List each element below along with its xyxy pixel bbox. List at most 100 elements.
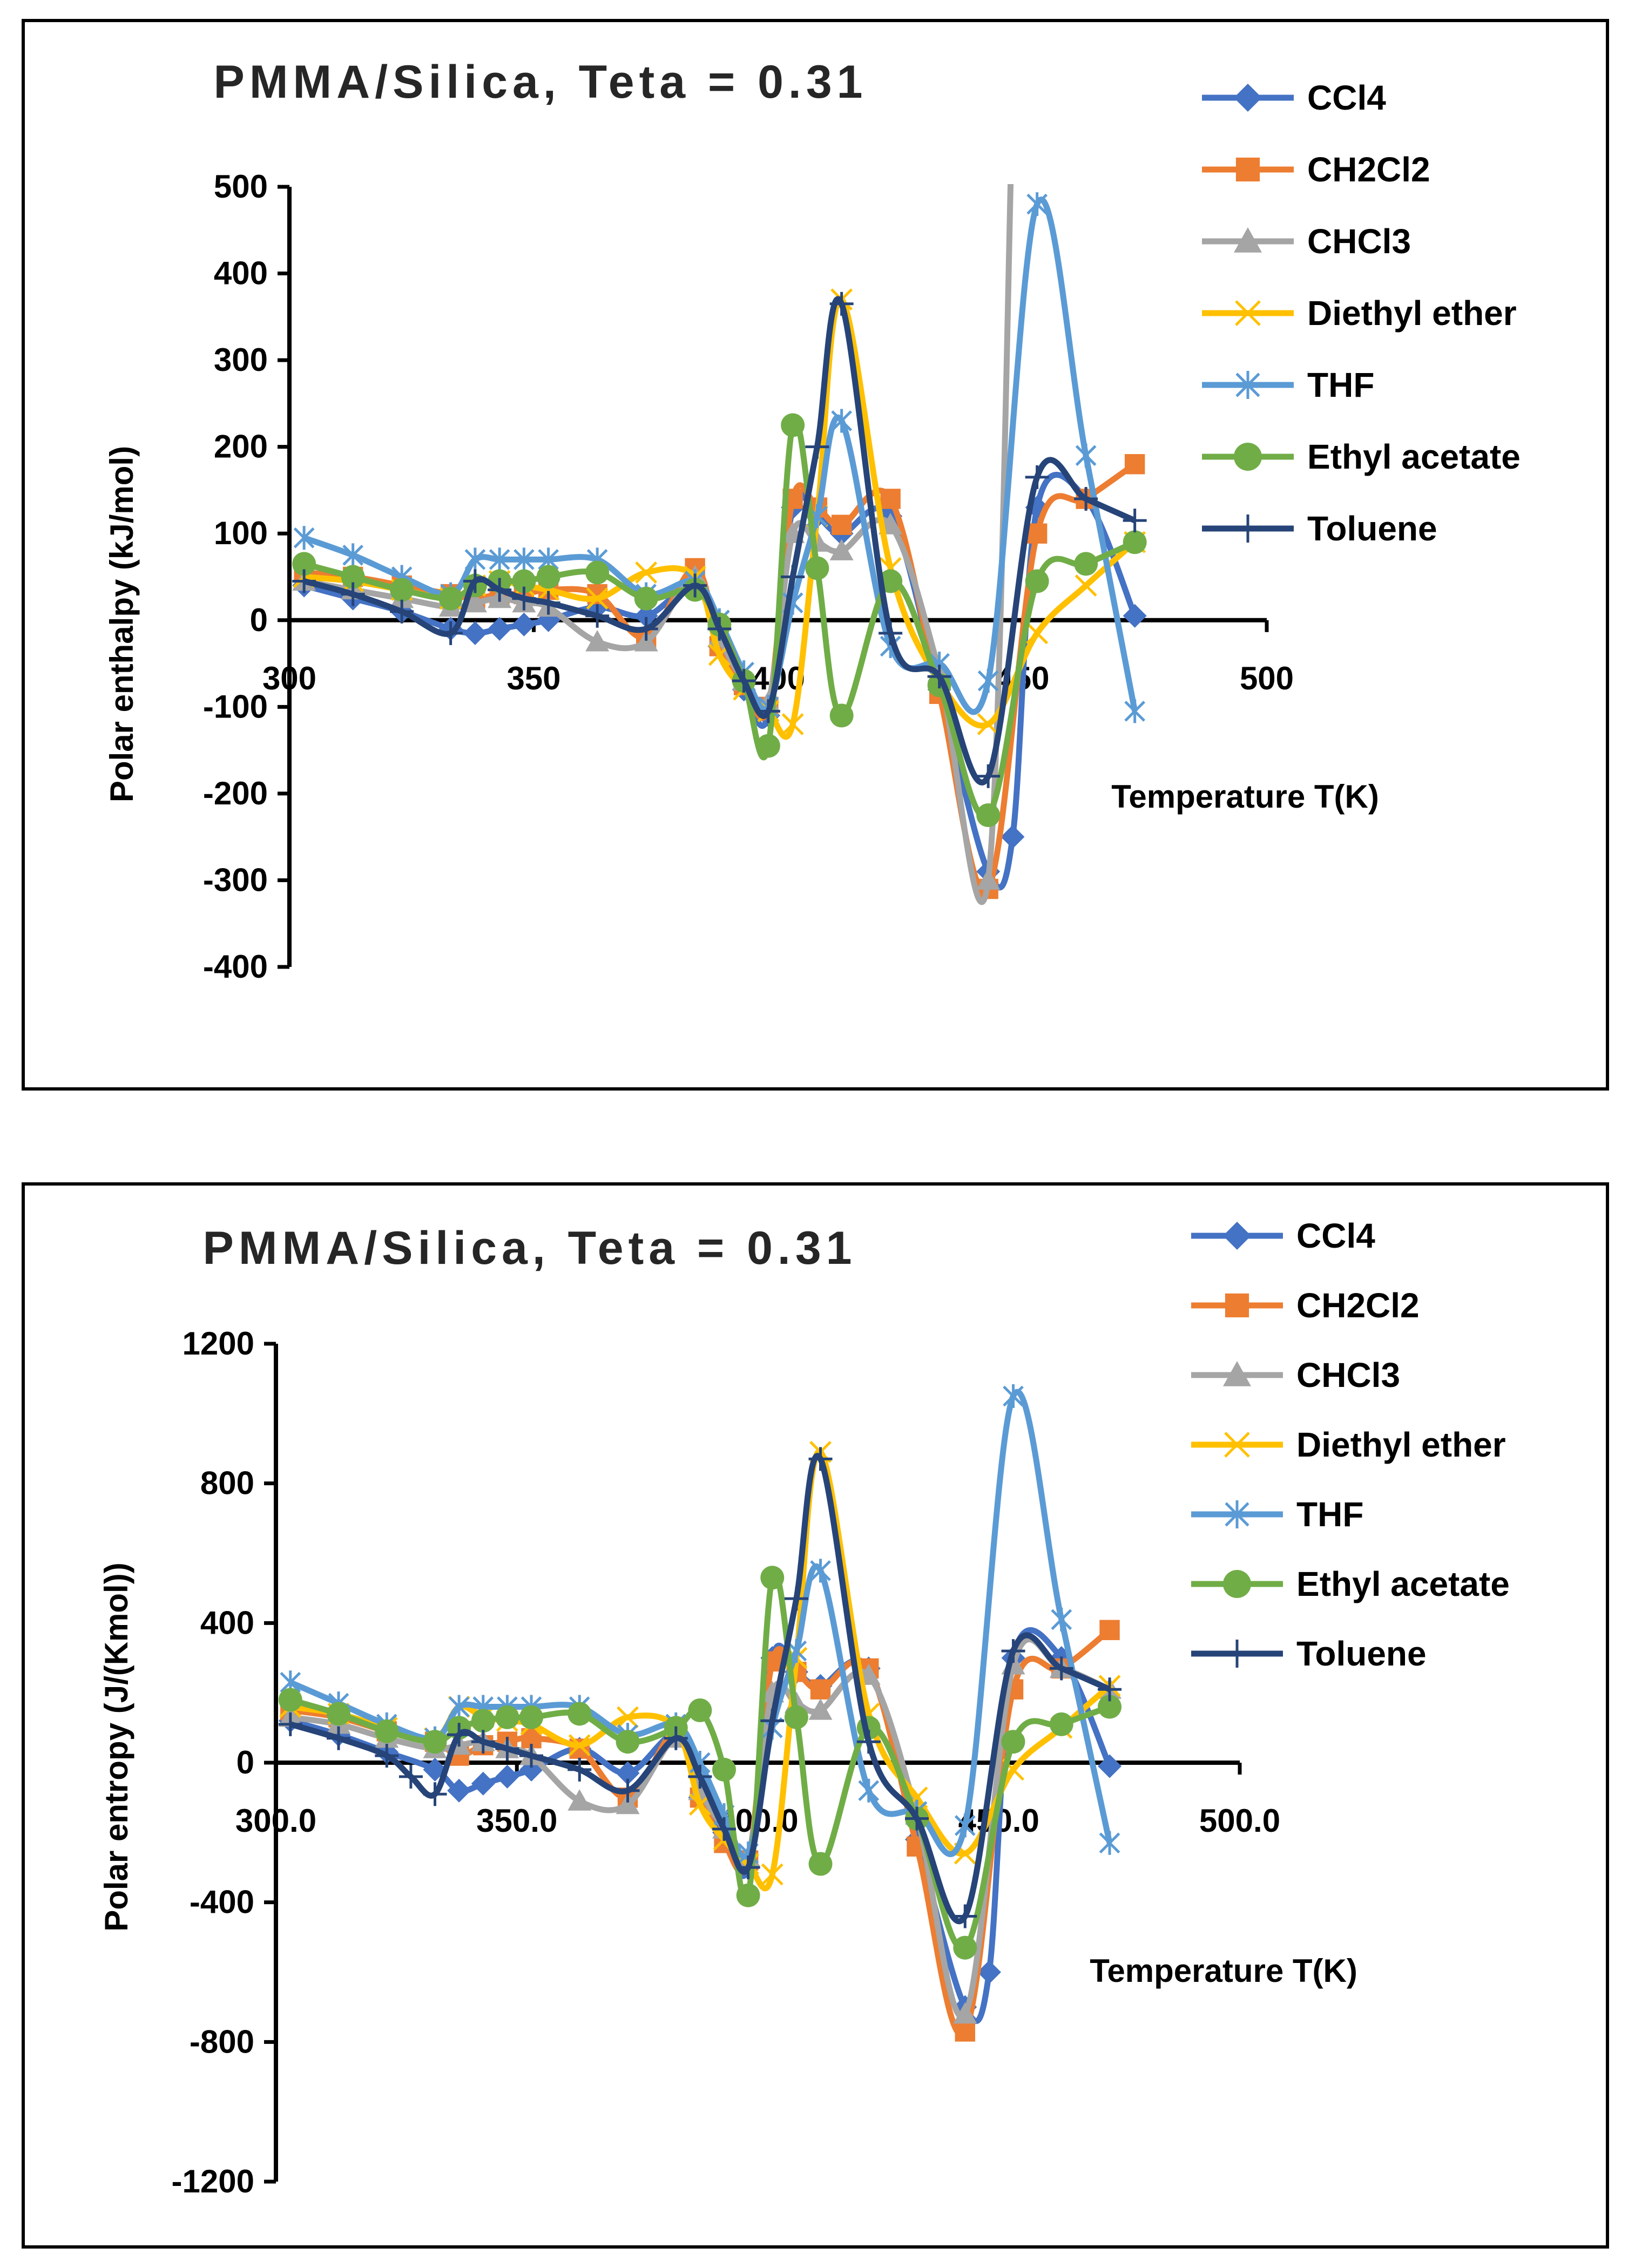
data-point: [1026, 622, 1049, 645]
data-point: [664, 1726, 688, 1750]
data-point: [634, 617, 658, 641]
legend-entry-thf: THF: [1202, 365, 1374, 404]
data-point: [1074, 487, 1098, 511]
data-point: [1049, 1712, 1073, 1736]
data-point: [784, 1705, 808, 1729]
legend-label: CHCl3: [1307, 222, 1411, 261]
data-point: [781, 565, 805, 589]
data-point: [327, 1702, 351, 1726]
data-point: [342, 543, 364, 567]
data-point: [736, 1856, 760, 1879]
data-point: [1025, 465, 1049, 489]
data-point: [1099, 1831, 1120, 1855]
data-point: [471, 1771, 495, 1796]
legend-marker: [1235, 371, 1260, 399]
legend-label: Toluene: [1307, 509, 1437, 548]
data-point: [1124, 454, 1145, 475]
y-tick-label: 100: [214, 515, 268, 551]
legend-marker: [1223, 1570, 1251, 1598]
data-point: [471, 1730, 495, 1754]
data-point: [1098, 1677, 1122, 1702]
data-point: [634, 604, 658, 628]
x-tick-label: 300: [262, 660, 316, 696]
data-point: [977, 1960, 1001, 1984]
legend-marker: [1234, 514, 1262, 543]
y-tick-label: -100: [203, 688, 268, 725]
legend-marker: [1234, 227, 1262, 253]
x-axis-title: Temperature T(K): [1090, 1953, 1357, 1989]
data-point: [1001, 88, 1024, 110]
data-point: [760, 1709, 785, 1733]
data-point: [1026, 523, 1048, 544]
data-point: [810, 1559, 831, 1583]
enthalpy-chart-panel: PMMA/Silica, Teta = 0.31 Polar enthalpy …: [22, 19, 1609, 1091]
data-point: [495, 1737, 519, 1761]
legend-entry-ccl4: CCl4: [1191, 1216, 1375, 1255]
series-line-chcl3: [303, 184, 1014, 905]
data-point: [514, 547, 535, 572]
y-tick-label: 300: [214, 342, 268, 378]
data-point: [829, 292, 854, 316]
series-toluene: [278, 1447, 1122, 1928]
data-point: [953, 2002, 977, 2024]
data-point: [976, 803, 1001, 828]
data-point: [512, 612, 536, 637]
data-point: [495, 1764, 519, 1789]
legend-marker: [1223, 1222, 1251, 1250]
series-ethyl-acetate: [278, 1566, 1122, 1960]
data-point: [1124, 699, 1146, 723]
data-point: [1075, 443, 1097, 468]
data-point: [438, 621, 463, 645]
data-point: [756, 734, 780, 758]
legend-label: Ethyl acetate: [1296, 1565, 1510, 1603]
data-point: [905, 1806, 929, 1831]
data-point: [390, 578, 414, 602]
data-point: [1003, 1384, 1024, 1408]
y-tick-label: 400: [214, 255, 268, 292]
data-point: [976, 764, 1001, 788]
y-tick-label: -400: [203, 949, 268, 985]
data-point: [423, 1730, 447, 1754]
data-point: [856, 1730, 881, 1754]
legend-entry-toluene: Toluene: [1202, 509, 1437, 548]
legend-label: Toluene: [1296, 1634, 1427, 1673]
x-tick-label: 300.0: [235, 1803, 316, 1839]
data-point: [448, 1695, 470, 1719]
data-point: [375, 1719, 399, 1743]
data-point: [805, 556, 829, 580]
y-axis-title: Polar entropy (J/(Kmol)): [98, 1562, 134, 1931]
data-point: [616, 1730, 640, 1754]
data-point: [858, 1778, 880, 1803]
data-point: [519, 1744, 544, 1768]
data-point: [712, 1817, 737, 1841]
data-point: [781, 713, 804, 735]
y-tick-label: 800: [200, 1465, 254, 1501]
data-point: [1049, 1656, 1073, 1681]
data-point: [464, 547, 486, 572]
legend-marker: [1234, 84, 1262, 112]
data-point: [536, 565, 560, 589]
y-tick-label: 500: [214, 168, 268, 205]
y-axis-title: Polar enthalpy (kJ/mol): [104, 446, 140, 802]
series-group: [278, 1384, 1122, 2042]
data-point: [390, 599, 414, 624]
legend-entry-chcl3: CHCl3: [1202, 222, 1411, 261]
legend-marker: [1223, 1361, 1251, 1386]
data-point: [784, 1587, 808, 1611]
data-point: [519, 1705, 544, 1729]
data-point: [278, 1688, 302, 1712]
y-tick-label: 400: [200, 1604, 254, 1641]
data-point: [761, 1863, 783, 1886]
data-point: [808, 1447, 833, 1471]
y-tick-label: 200: [214, 429, 268, 465]
enthalpy-chart: PMMA/Silica, Teta = 0.31 Polar enthalpy …: [104, 56, 1521, 985]
data-point: [567, 1702, 592, 1726]
data-point: [616, 1792, 640, 1815]
data-point: [760, 1566, 785, 1590]
data-point: [512, 569, 536, 593]
data-point: [447, 1778, 471, 1803]
data-point: [1001, 1730, 1025, 1754]
data-point: [808, 1852, 833, 1876]
data-point: [707, 617, 732, 641]
data-point: [1098, 1695, 1122, 1719]
